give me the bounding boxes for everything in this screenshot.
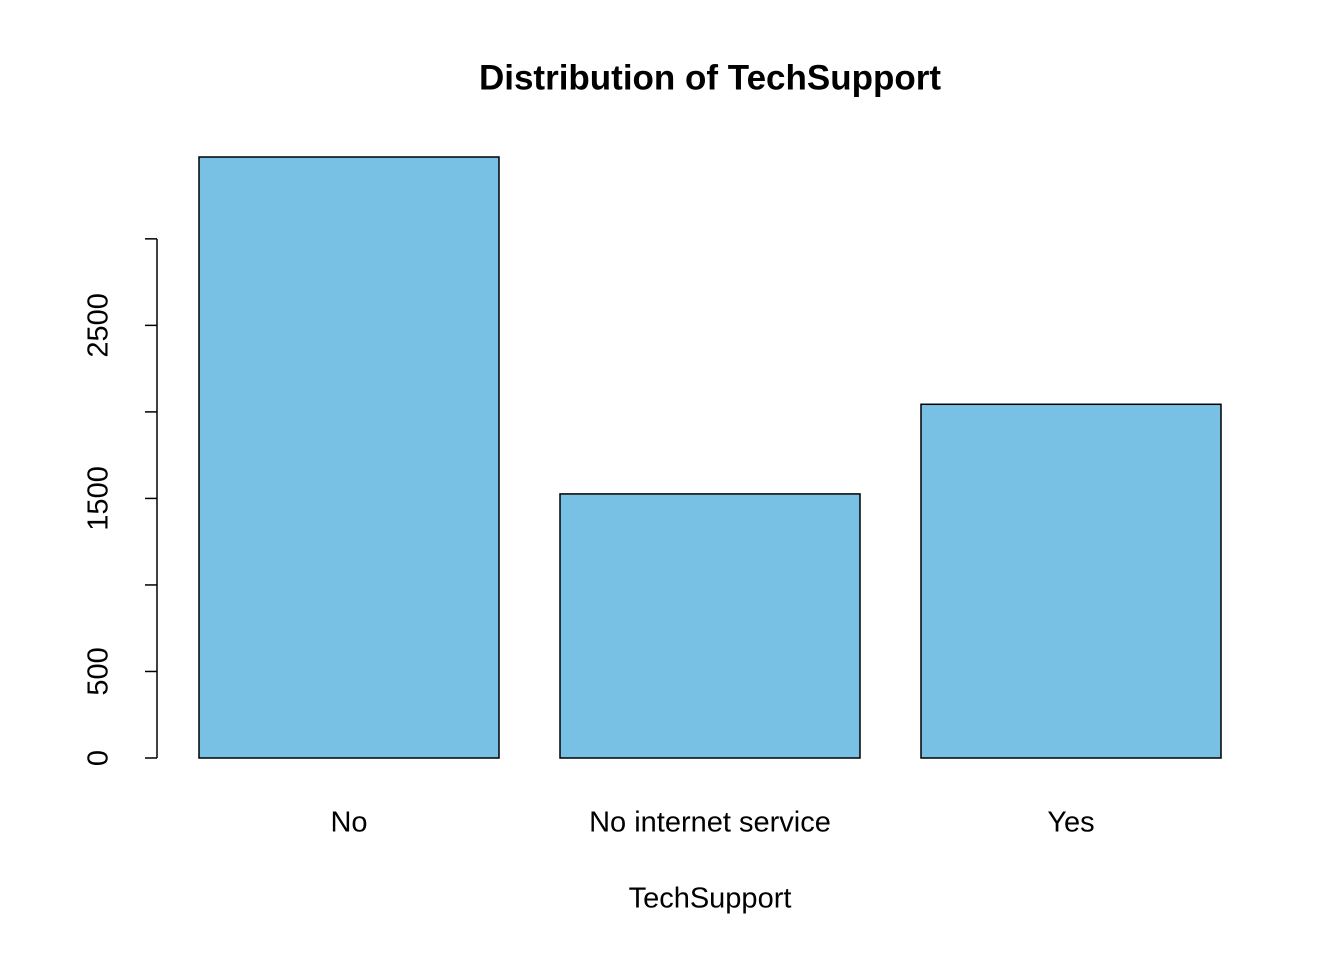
bar [198, 156, 500, 759]
x-tick-label: Yes [1047, 807, 1094, 839]
bar [559, 493, 861, 759]
y-tick-label: 1500 [83, 466, 115, 531]
y-tick-label: 0 [83, 750, 115, 766]
y-tick-label: 2500 [83, 293, 115, 358]
x-axis-label: TechSupport [629, 883, 792, 915]
chart-title: Distribution of TechSupport [479, 58, 941, 97]
x-tick-label: No [330, 807, 367, 839]
bar [920, 403, 1222, 759]
y-tick-label: 500 [83, 647, 115, 695]
x-tick-label: No internet service [589, 807, 831, 839]
